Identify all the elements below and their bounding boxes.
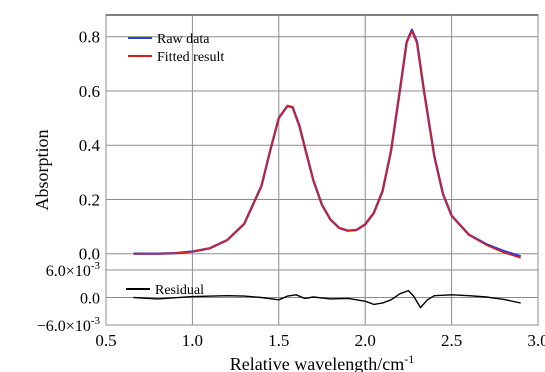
y-tick-label: 6.0×10-3: [46, 260, 101, 280]
y-tick-label: 0.0: [80, 291, 100, 308]
x-tick-label: 2.5: [441, 331, 462, 350]
x-axis-ticks: 0.5 1.0 1.5 2.0 2.5 3.0: [95, 331, 545, 350]
y-tick-label: 0.4: [79, 136, 101, 155]
main-legend: Raw data Fitted result: [128, 32, 224, 65]
y-tick-label: 0.8: [79, 28, 100, 47]
main-plot: 0.0 0.2 0.4 0.6 0.8 Raw data Fitted result: [79, 14, 539, 271]
residual-legend: Residual: [126, 283, 204, 298]
residual-plot-series: [133, 289, 521, 309]
y-tick-label: 0.2: [79, 190, 100, 209]
residual-plot: 6.0×10-3 0.0 −6.0×10-3 Residual: [37, 260, 539, 335]
y-tick-label: −6.0×10-3: [37, 315, 101, 335]
series-line-residual: [133, 289, 521, 309]
x-tick-label: 1.0: [182, 331, 203, 350]
residual-plot-y-ticks: 6.0×10-3 0.0 −6.0×10-3: [37, 260, 101, 335]
x-tick-label: 2.0: [355, 331, 376, 350]
series-line-fitted-result: [133, 30, 521, 259]
main-plot-series: [133, 28, 522, 259]
main-plot-grid: [105, 15, 539, 270]
x-tick-label: 1.5: [268, 331, 289, 350]
x-tick-label: 3.0: [527, 331, 545, 350]
legend-label-residual: Residual: [155, 283, 204, 298]
x-tick-label: 0.5: [95, 331, 116, 350]
main-plot-y-ticks: 0.0 0.2 0.4 0.6 0.8: [79, 28, 101, 264]
x-axis-label-exponent: -1: [404, 352, 414, 366]
legend-label-fitted-result: Fitted result: [157, 50, 224, 65]
x-axis-label: Relative wavelength/cm-1: [230, 352, 414, 372]
y-tick-label: 0.0: [79, 245, 100, 264]
y-axis-label: Absorption: [32, 130, 52, 211]
x-axis-label-text: Relative wavelength/cm: [230, 354, 404, 372]
legend-label-raw-data: Raw data: [157, 32, 210, 47]
y-tick-label: 0.6: [79, 82, 100, 101]
